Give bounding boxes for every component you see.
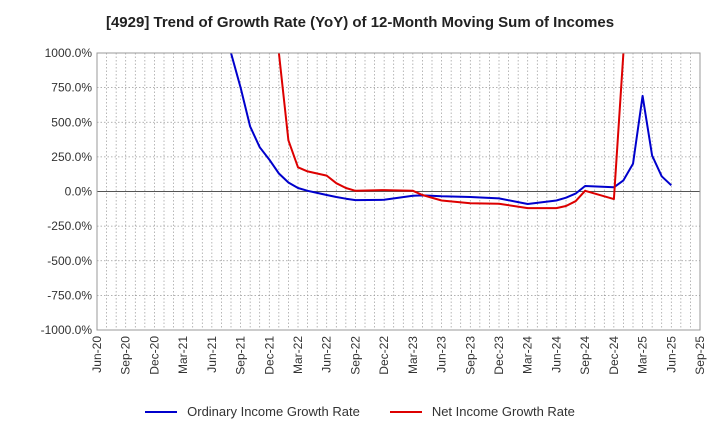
y-tick-label: 750.0% (51, 81, 92, 95)
x-tick-label: Mar-24 (521, 336, 535, 374)
x-axis-labels: Jun-20 Sep-20 Dec-20 Mar-21 Jun-21 Sep-21 Dec-… (90, 336, 707, 375)
x-tick-label: Dec-22 (377, 336, 391, 375)
x-tick-label: Sep-24 (578, 336, 592, 375)
x-tick-label: Mar-22 (291, 336, 305, 374)
series-lines (230, 53, 672, 210)
x-tick-label: Sep-21 (234, 336, 248, 375)
grid-lines (97, 53, 700, 330)
x-tick-label: Mar-23 (406, 336, 420, 374)
x-tick-label: Jun-23 (435, 336, 449, 373)
x-tick-label: Jun-25 (664, 336, 678, 373)
legend: Ordinary Income Growth Rate Net Income G… (0, 404, 720, 419)
y-tick-label: 0.0% (65, 185, 93, 199)
y-tick-label: 500.0% (51, 115, 92, 129)
y-tick-label: -500.0% (47, 254, 92, 268)
x-tick-label: Jun-21 (205, 336, 219, 373)
x-tick-label: Jun-20 (90, 336, 104, 373)
y-tick-label: -750.0% (47, 288, 92, 302)
legend-label-net: Net Income Growth Rate (431, 404, 575, 419)
x-tick-label: Dec-23 (492, 336, 506, 375)
chart-title: [4929] Trend of Growth Rate (YoY) of 12-… (105, 14, 615, 31)
x-tick-label: Sep-23 (463, 336, 477, 375)
x-tick-label: Jun-22 (320, 336, 334, 373)
x-tick-label: Sep-25 (693, 336, 707, 375)
series-line-net-income (277, 53, 625, 210)
x-tick-label: Sep-20 (119, 336, 133, 375)
y-tick-label: 250.0% (51, 150, 92, 164)
legend-item-ordinary: Ordinary Income Growth Rate (145, 404, 360, 419)
x-tick-label: Sep-22 (348, 336, 362, 375)
plot-area-border (96, 52, 701, 331)
y-tick-label: 1000.0% (45, 46, 93, 60)
y-axis-labels: 1000.0% 750.0% 500.0% 250.0% 0.0% -250.0% -500… (41, 46, 93, 337)
legend-swatch-ordinary (145, 410, 178, 413)
legend-label-ordinary: Ordinary Income Growth Rate (187, 404, 360, 419)
y-tick-label: -250.0% (47, 219, 92, 233)
x-tick-label: Mar-21 (176, 336, 190, 374)
x-tick-label: Dec-21 (262, 336, 276, 375)
legend-swatch-net (389, 410, 422, 413)
x-tick-label: Mar-25 (636, 336, 650, 374)
legend-item-net: Net Income Growth Rate (389, 404, 575, 419)
x-tick-label: Dec-20 (147, 336, 161, 375)
x-tick-label: Jun-24 (549, 336, 563, 373)
x-tick-label: Dec-24 (607, 336, 621, 375)
y-tick-label: -1000.0% (41, 323, 93, 337)
series-line-ordinary-income (230, 53, 672, 205)
